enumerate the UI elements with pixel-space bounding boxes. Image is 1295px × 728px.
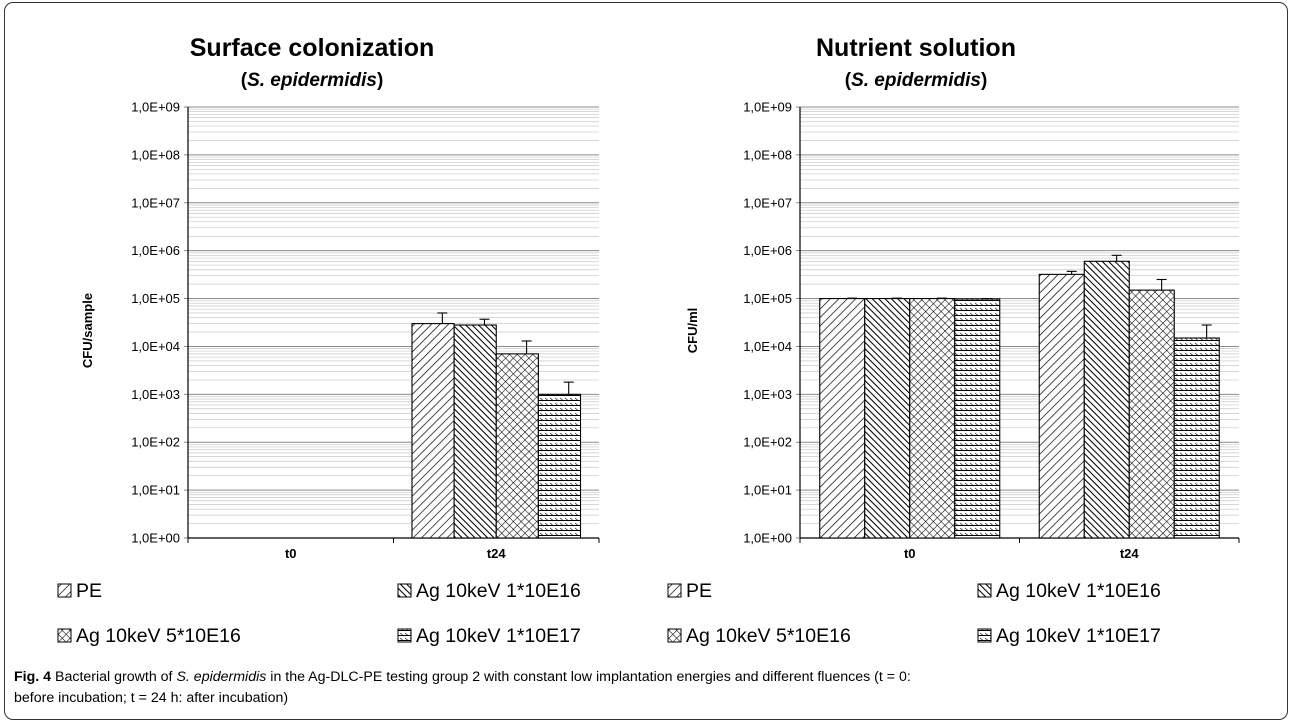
legend-item: Ag 10keV 5*10E16 — [667, 625, 851, 647]
x-tick-label: t0 — [285, 546, 297, 561]
figure-frame — [4, 2, 1288, 720]
chart-subtitle-part: ) — [377, 70, 383, 91]
caption-text-1: Bacterial growth of — [51, 669, 177, 685]
y-tick-label: 1,0E+01 — [743, 483, 792, 498]
chart-panel-1: 1,0E+00 1,0E+01 1,0E+02 1,0E+03 1,0E+04 1,0E+… — [57, 34, 600, 647]
y-tick-label: 1,0E+06 — [743, 243, 792, 258]
x-tick-label: t0 — [904, 546, 916, 561]
legend-item: Ag 10keV 1*10E16 — [977, 580, 1161, 602]
y-tick-label: 1,0E+09 — [131, 100, 180, 115]
bar — [1128, 289, 1175, 539]
y-tick-label: 1,0E+05 — [743, 291, 792, 306]
legend-label: Ag 10keV 1*10E17 — [996, 625, 1161, 647]
y-tick-label: 1,0E+04 — [131, 339, 180, 354]
legend-item: PE — [57, 580, 102, 602]
chart-subtitle-part: ( — [241, 70, 248, 91]
bar — [864, 298, 911, 539]
crosshatch-icon — [667, 628, 682, 643]
y-tick-label: 1,0E+03 — [131, 387, 180, 402]
y-tick-label: 1,0E+08 — [131, 147, 180, 162]
caption-text-3: before incubation; t = 24 h: after incub… — [14, 690, 289, 706]
caption-text-2: in the Ag-DLC-PE testing group 2 with co… — [266, 669, 911, 685]
chart-title: Surface colonization — [190, 34, 434, 62]
legend-item: Ag 10keV 5*10E16 — [57, 625, 241, 647]
bar — [819, 298, 866, 539]
y-tick-label: 1,0E+07 — [743, 195, 792, 210]
legend-label: Ag 10keV 5*10E16 — [76, 625, 241, 647]
diagonal-hatch-icon — [57, 583, 72, 598]
crosshatch-icon — [57, 628, 72, 643]
legend-item: Ag 10keV 1*10E17 — [977, 625, 1161, 647]
y-tick-label: 1,0E+06 — [131, 243, 180, 258]
chart-panel-2: 1,0E+00 1,0E+01 1,0E+02 1,0E+03 1,0E+04 1,0E+… — [667, 34, 1240, 647]
legend-item: Ag 10keV 1*10E17 — [397, 625, 581, 647]
bar — [1173, 337, 1220, 539]
x-tick-label: t24 — [487, 546, 507, 561]
y-axis-title: CFU/sample — [80, 293, 95, 368]
chart-subtitle-part: ( — [845, 70, 852, 91]
dense-diagonal-hatch-icon — [397, 583, 412, 598]
y-tick-label: 1,0E+09 — [743, 100, 792, 115]
dense-diagonal-hatch-icon — [977, 583, 992, 598]
caption-species: S. epidermidis — [176, 669, 267, 685]
bar — [1083, 260, 1130, 539]
figure-caption: Fig. 4 Bacterial growth of S. epidermidi… — [14, 667, 1284, 709]
horizontal-hatch-icon — [977, 628, 992, 643]
chart-subtitle-part: S. epidermidis — [851, 70, 981, 91]
y-tick-label: 1,0E+04 — [743, 339, 792, 354]
bar — [453, 324, 497, 539]
y-tick-label: 1,0E+02 — [743, 435, 792, 450]
horizontal-hatch-icon — [397, 628, 412, 643]
legend-label: Ag 10keV 1*10E16 — [416, 580, 581, 602]
chart-subtitle-part: S. epidermidis — [247, 70, 377, 91]
legend-label: PE — [76, 580, 102, 602]
chart-subtitle: (S. epidermidis) — [241, 70, 384, 91]
y-tick-label: 1,0E+03 — [743, 387, 792, 402]
bar — [909, 298, 956, 539]
legend-label: Ag 10keV 1*10E16 — [996, 580, 1161, 602]
chart-subtitle: (S. epidermidis) — [845, 70, 988, 91]
y-axis-title: CFU/ml — [685, 308, 700, 354]
legend-label: PE — [686, 580, 712, 602]
y-tick-label: 1,0E+08 — [743, 147, 792, 162]
y-tick-label: 1,0E+07 — [131, 195, 180, 210]
x-tick-label: t24 — [1120, 546, 1140, 561]
y-tick-label: 1,0E+00 — [131, 531, 180, 546]
y-tick-label: 1,0E+05 — [131, 291, 180, 306]
chart-title: Nutrient solution — [816, 34, 1016, 62]
y-tick-label: 1,0E+01 — [131, 483, 180, 498]
y-tick-label: 1,0E+02 — [131, 435, 180, 450]
chart-subtitle-part: ) — [981, 70, 987, 91]
bar — [495, 353, 539, 539]
caption-fig-label: Fig. 4 — [14, 669, 52, 685]
y-tick-label: 1,0E+00 — [743, 531, 792, 546]
bar — [954, 298, 1001, 539]
legend-label: Ag 10keV 5*10E16 — [686, 625, 851, 647]
bar — [411, 323, 455, 539]
legend-label: Ag 10keV 1*10E17 — [416, 625, 581, 647]
legend-item: PE — [667, 580, 712, 602]
diagonal-hatch-icon — [667, 583, 682, 598]
legend-item: Ag 10keV 1*10E16 — [397, 580, 581, 602]
bar — [1038, 273, 1085, 539]
bar — [537, 393, 582, 539]
